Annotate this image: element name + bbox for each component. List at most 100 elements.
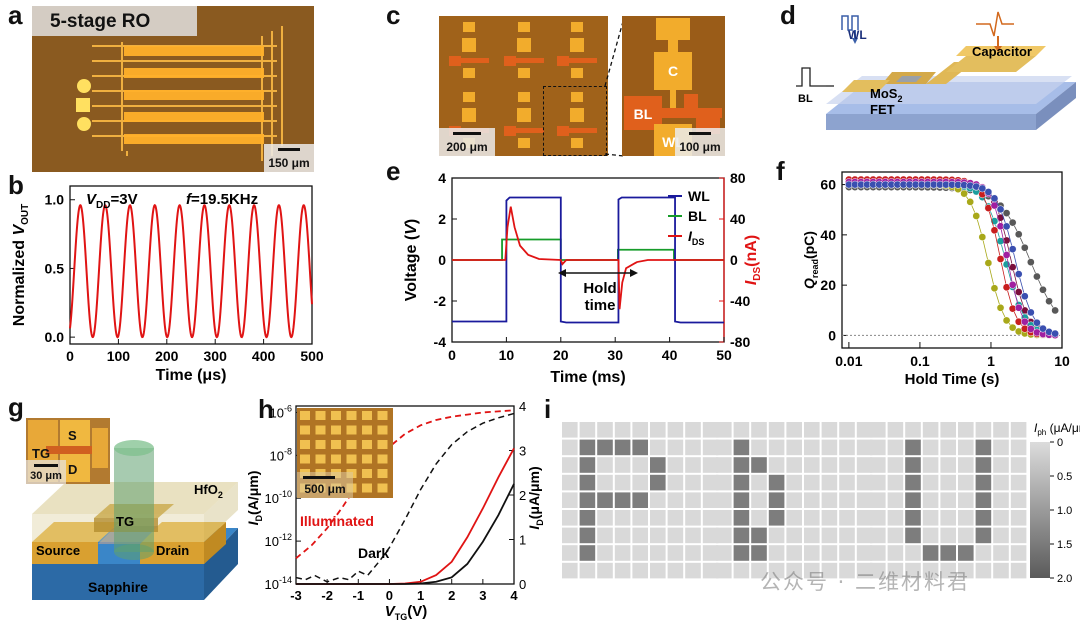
y-tick-label: 10-6	[270, 403, 292, 420]
heatmap-cell-active	[632, 492, 648, 508]
data-point	[1027, 325, 1035, 333]
heatmap-cell	[597, 474, 613, 491]
heatmap-cell	[856, 439, 873, 456]
data-point	[1033, 272, 1041, 281]
data-point	[1008, 323, 1017, 332]
heatmap-cell-active	[751, 457, 767, 473]
device-pad	[331, 425, 341, 435]
heatmap-cell-active	[975, 510, 992, 526]
heatmap-cell-active	[905, 474, 921, 491]
heatmap-cell	[716, 545, 732, 561]
heatmap-cell	[685, 527, 701, 544]
heatmap-cell	[685, 439, 701, 456]
heatmap-cell	[650, 492, 666, 508]
heatmap-cell-active	[975, 527, 992, 544]
cell-pad	[570, 108, 584, 122]
chart-f-frame	[841, 171, 1063, 349]
cell-pad	[518, 68, 530, 78]
heatmap-cell	[786, 562, 802, 579]
device-pad	[300, 454, 310, 464]
label-sapphire: Sapphire	[88, 579, 148, 595]
cell-pad	[449, 56, 461, 66]
heatmap-cell	[614, 457, 631, 473]
heatmap-cell	[940, 439, 956, 456]
heatmap-grids	[562, 422, 1027, 579]
device-pad	[315, 425, 326, 435]
colorbar-ticks: 0 0.5 1.0 1.5 2.0	[1050, 437, 1072, 585]
heatmap-cell	[870, 457, 886, 473]
heatmap-cell-active	[768, 474, 785, 491]
y-tick-label: 4	[438, 170, 446, 186]
chart-h-yticks: 10-14 10-12 10-10 10-8 10-6	[265, 403, 301, 592]
device-pad	[331, 440, 341, 449]
device-pad	[300, 425, 310, 435]
chart-h-ylabel: ID(A/μm)	[248, 471, 264, 526]
chart-e-xlabel: Time (ms)	[550, 369, 625, 386]
heatmap-cell	[958, 492, 974, 508]
heatmap-cell	[667, 457, 684, 473]
data-point	[1002, 222, 1011, 231]
cell-line	[461, 58, 489, 63]
panel-label-a: a	[8, 0, 23, 30]
cell-pad	[504, 56, 516, 66]
data-point	[1051, 329, 1059, 338]
x-tick-label: 1	[987, 353, 995, 369]
cell-line	[516, 58, 544, 63]
heatmap-cell-active	[733, 474, 750, 491]
x-tick-label: 200	[155, 348, 179, 364]
heatmap-cell	[650, 527, 666, 544]
heatmap-cell	[958, 457, 974, 473]
cell-pad	[571, 22, 583, 32]
heatmap-cell	[940, 492, 956, 508]
heatmap-cell	[821, 562, 838, 579]
data-point	[996, 255, 1005, 263]
heatmap-cell	[821, 457, 838, 473]
heatmap-cell	[650, 422, 666, 438]
data-point	[966, 198, 975, 206]
heatmap-cell	[667, 439, 684, 456]
heatmap-cell	[856, 527, 873, 544]
y-tick-label: 40	[820, 227, 836, 243]
heatmap-cell	[821, 510, 838, 526]
x-tick-label: 40	[662, 347, 678, 363]
heatmap-cell	[958, 474, 974, 491]
ring-oscillator-micrograph: 5-stage RO 150 μm	[32, 6, 314, 172]
heatmap-cell	[993, 492, 1009, 508]
heatmap-cell-active	[975, 439, 992, 456]
heatmap-cell	[562, 527, 578, 544]
heatmap-cell-active	[905, 510, 921, 526]
heatmap-cell	[922, 527, 939, 544]
device-pad	[377, 411, 388, 420]
data-point	[990, 194, 999, 203]
heatmap-cell	[940, 562, 956, 579]
chart-e-legend: WL BL IDS	[668, 188, 710, 247]
heatmap-cell	[685, 492, 701, 508]
heatmap-cell	[716, 510, 732, 526]
heatmap-cell-active	[768, 492, 785, 508]
chart-b-series-vout	[69, 203, 313, 339]
heatmap-cell	[821, 545, 838, 561]
data-point	[1051, 306, 1059, 315]
data-point	[1008, 218, 1017, 227]
legend-ids: IDS	[688, 228, 704, 247]
device-pad	[362, 469, 372, 478]
colorbar-tick-label: 1.0	[1057, 505, 1072, 517]
memory-cell-drawing: C BL WL	[622, 16, 725, 156]
heatmap-cell	[702, 457, 719, 473]
heatmap-cell	[1010, 474, 1027, 491]
panel-label-d: d	[780, 0, 796, 30]
heatmap-cell	[667, 562, 684, 579]
device-pad	[362, 440, 372, 449]
heatmap-cell	[993, 527, 1009, 544]
y2-tick-label: 1	[519, 533, 526, 548]
data-point	[1027, 258, 1035, 267]
array-micrograph-h: 500 μm	[297, 408, 393, 498]
chart-h-xlabel: VTG(V)	[385, 603, 428, 622]
device-pad	[331, 454, 341, 464]
heatmap-cell	[821, 474, 838, 491]
heatmap-cell	[597, 422, 613, 438]
chart-e-series-bl	[452, 238, 724, 261]
cell-pad	[463, 68, 475, 78]
heatmap-cell	[839, 474, 855, 491]
data-point	[960, 189, 968, 198]
